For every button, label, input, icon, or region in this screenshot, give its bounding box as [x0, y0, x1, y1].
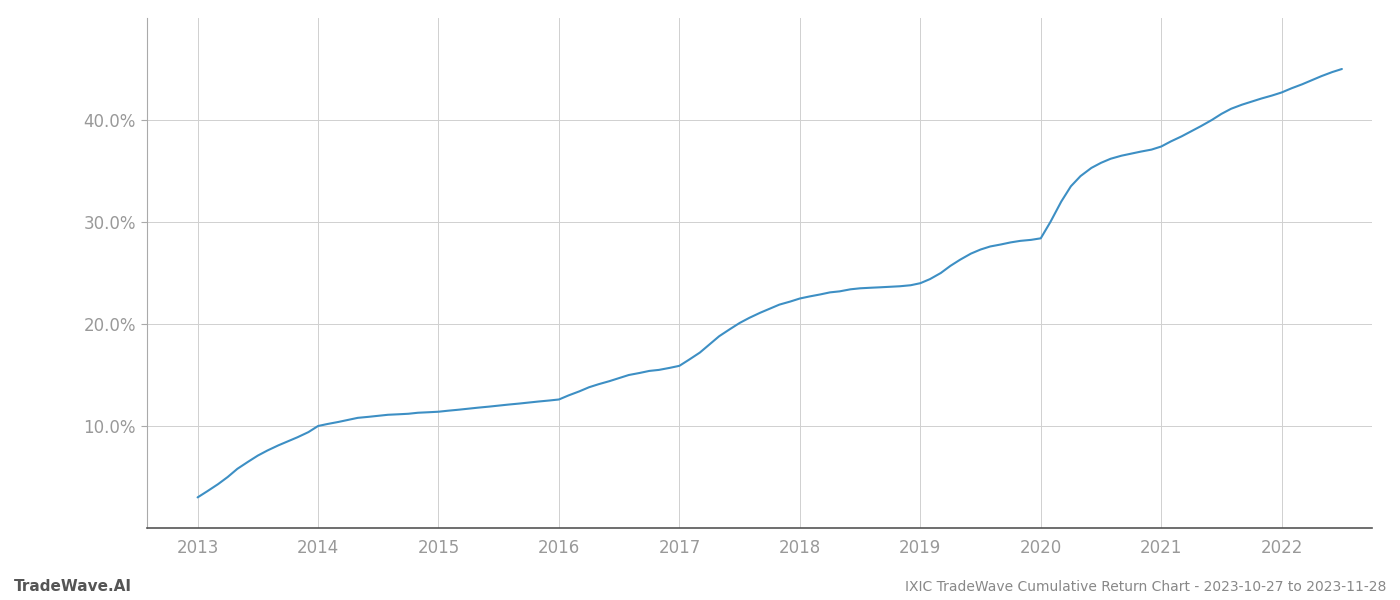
Text: TradeWave.AI: TradeWave.AI [14, 579, 132, 594]
Text: IXIC TradeWave Cumulative Return Chart - 2023-10-27 to 2023-11-28: IXIC TradeWave Cumulative Return Chart -… [904, 580, 1386, 594]
